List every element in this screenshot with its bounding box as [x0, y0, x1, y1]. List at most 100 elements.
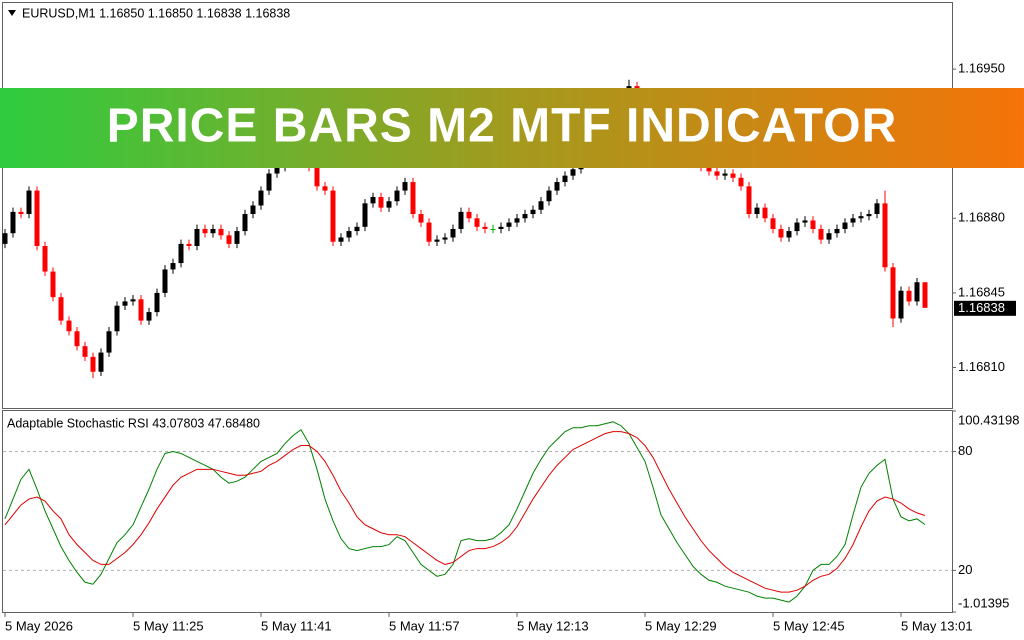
symbol-menu-arrow[interactable] — [8, 10, 16, 16]
y-tick-label: 1.16810 — [958, 359, 1005, 374]
candle-body — [50, 271, 56, 298]
candle-body — [114, 305, 120, 332]
indicator-line — [4, 431, 926, 593]
candle-body — [266, 173, 272, 191]
candle-body — [506, 222, 512, 227]
candle-body — [322, 186, 328, 191]
candle-body — [330, 190, 336, 242]
candle-body — [834, 228, 840, 234]
candle-body — [874, 203, 880, 215]
candle-body — [802, 220, 808, 223]
symbol-header: EURUSD,M1 1.16850 1.16850 1.16838 1.1683… — [22, 6, 290, 20]
indicator-header: Adaptable Stochastic RSI 43.07803 47.684… — [7, 416, 260, 430]
candle-body — [210, 228, 216, 234]
candle-body — [346, 231, 352, 238]
x-tick-label: 5 May 13:01 — [901, 618, 973, 633]
candle-body — [450, 228, 456, 238]
candle-body — [74, 331, 80, 347]
x-tick-label: 5 May 11:25 — [133, 618, 204, 633]
candle-body — [234, 231, 240, 244]
y-tick-label: 1.16950 — [958, 61, 1005, 76]
candle-body — [442, 237, 448, 240]
candle-body — [370, 196, 376, 204]
candle-body — [538, 201, 544, 210]
candle-body — [170, 263, 176, 270]
indicator-layer — [3, 421, 952, 603]
candle-body — [490, 228, 496, 230]
candle-body — [98, 352, 104, 372]
candle-body — [898, 290, 904, 319]
candle-body — [418, 214, 424, 223]
candle-body — [402, 182, 408, 191]
candle-body — [218, 228, 224, 236]
candle-body — [842, 222, 848, 229]
x-tick-label: 5 May 12:45 — [773, 618, 845, 633]
candle-body — [106, 331, 112, 353]
current-price-label: 1.16838 — [958, 300, 1005, 315]
x-tick-label: 5 May 11:57 — [389, 618, 460, 633]
candle-body — [890, 267, 896, 319]
candle-body — [162, 269, 168, 293]
candle-body — [90, 356, 96, 372]
candle-body — [482, 226, 488, 229]
candle-body — [194, 228, 200, 246]
candle-body — [226, 235, 232, 244]
candle-body — [906, 290, 912, 302]
candle-body — [546, 190, 552, 202]
candle-body — [34, 190, 40, 246]
candle-body — [26, 190, 32, 215]
candle-body — [466, 211, 472, 219]
candle-body — [314, 167, 320, 187]
y-tick-label: 100.43198 — [958, 412, 1019, 427]
candle-body — [58, 297, 64, 321]
price-pane — [2, 2, 953, 409]
indicator-pane — [2, 410, 953, 613]
y-tick-label: 80 — [958, 443, 972, 458]
candle-body — [82, 346, 88, 357]
candle-body — [10, 211, 16, 234]
candle-body — [714, 171, 720, 176]
candle-body — [850, 218, 856, 223]
candle-body — [922, 282, 928, 308]
candle-body — [18, 211, 24, 215]
candle-body — [826, 233, 832, 240]
candle-body — [778, 228, 784, 238]
candle-body — [394, 190, 400, 202]
candle-body — [378, 196, 384, 208]
candle-body — [130, 299, 136, 302]
x-tick-label: 5 May 12:13 — [517, 618, 589, 633]
y-tick-label: 1.16845 — [958, 284, 1005, 299]
current-price-box — [954, 300, 1016, 316]
candle-body — [762, 207, 768, 219]
candle-body — [426, 222, 432, 242]
y-tick-label: -1.01395 — [958, 595, 1009, 610]
candle-body — [242, 214, 248, 232]
candle-body — [410, 182, 416, 215]
candle-body — [138, 299, 144, 321]
candle-body — [258, 190, 264, 206]
candle-body — [770, 218, 776, 229]
candle-body — [810, 220, 816, 229]
y-tick-label: 20 — [958, 562, 972, 577]
x-tick-label: 5 May 12:29 — [645, 618, 717, 633]
y-tick-label: 1.16880 — [958, 210, 1005, 225]
candle-body — [202, 228, 208, 234]
candle-body — [706, 167, 712, 172]
candle-body — [386, 201, 392, 208]
candle-body — [570, 169, 576, 176]
candle-body — [514, 218, 520, 223]
candle-body — [882, 203, 888, 268]
candle-body — [186, 243, 192, 246]
candle-body — [122, 301, 128, 306]
candle-body — [498, 226, 504, 229]
candle-body — [362, 203, 368, 227]
banner-title: PRICE BARS M2 MTF INDICATOR — [107, 100, 898, 153]
candle-body — [562, 175, 568, 183]
candle-body — [274, 167, 280, 174]
candle-body — [754, 207, 760, 215]
candle-body — [818, 228, 824, 240]
candle-body — [178, 243, 184, 264]
banner — [0, 88, 1024, 168]
candle-body — [250, 205, 256, 215]
